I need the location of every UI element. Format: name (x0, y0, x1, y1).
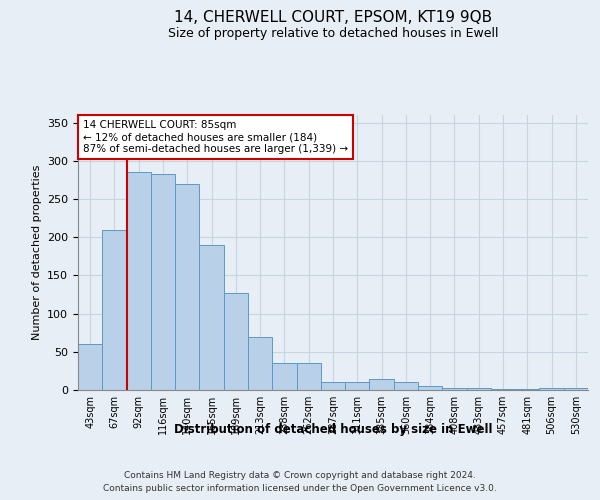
Bar (175, 184, 199, 390)
Bar (442, 388, 467, 390)
Bar (515, 389, 539, 390)
Bar (296, 364, 321, 390)
Bar (248, 336, 272, 390)
Text: Distribution of detached houses by size in Ewell: Distribution of detached houses by size … (174, 422, 492, 436)
Bar (370, 378, 394, 390)
Bar (321, 382, 345, 390)
Text: 14 CHERWELL COURT: 85sqm
← 12% of detached houses are smaller (184)
87% of semi-: 14 CHERWELL COURT: 85sqm ← 12% of detach… (83, 120, 348, 154)
Bar (272, 364, 296, 390)
Text: Size of property relative to detached houses in Ewell: Size of property relative to detached ho… (168, 28, 498, 40)
Bar (78, 344, 102, 390)
Bar (151, 174, 175, 390)
Bar (102, 230, 127, 390)
Bar (199, 245, 224, 390)
Bar (539, 388, 564, 390)
Bar (418, 386, 442, 390)
Text: 14, CHERWELL COURT, EPSOM, KT19 9QB: 14, CHERWELL COURT, EPSOM, KT19 9QB (174, 10, 492, 26)
Bar (345, 382, 370, 390)
Bar (564, 388, 588, 390)
Bar (127, 172, 151, 390)
Bar (224, 293, 248, 390)
Text: Contains HM Land Registry data © Crown copyright and database right 2024.: Contains HM Land Registry data © Crown c… (124, 470, 476, 480)
Bar (467, 388, 491, 390)
Bar (394, 382, 418, 390)
Text: Contains public sector information licensed under the Open Government Licence v3: Contains public sector information licen… (103, 484, 497, 493)
Bar (491, 389, 515, 390)
Y-axis label: Number of detached properties: Number of detached properties (32, 165, 41, 340)
